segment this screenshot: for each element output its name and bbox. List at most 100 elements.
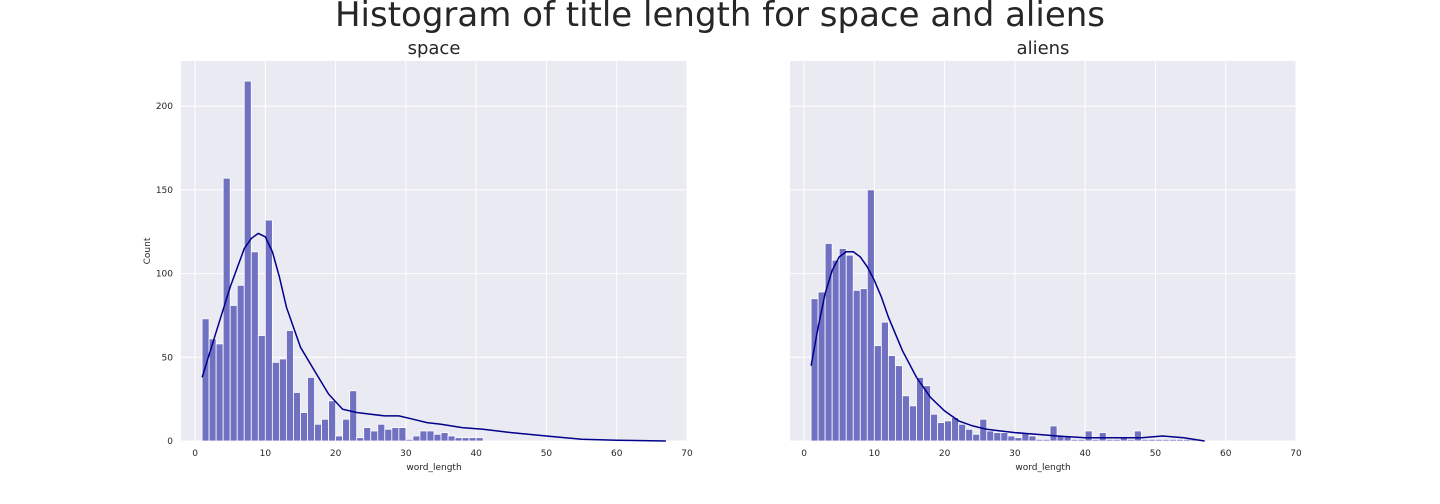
panels: 0 10 20 30 40 50 60 70050100150200Countword_len… <box>143 38 1302 473</box>
histogram-bar <box>433 433 442 442</box>
histogram-bar <box>229 305 238 442</box>
histogram-bar <box>937 422 946 442</box>
histogram-bar <box>1007 435 1016 442</box>
histogram-bar <box>264 219 273 442</box>
histogram-bar <box>993 432 1002 442</box>
histogram-bar <box>1140 438 1149 442</box>
y-tick-label: 200 <box>156 102 173 112</box>
panel-0: 0 10 20 30 40 50 60 70 0 50 100 150 200 Count word_len… <box>143 38 693 473</box>
y-axis-label: Count <box>143 237 153 264</box>
x-tick-label: 0 <box>801 449 807 459</box>
histogram-bar <box>873 345 882 442</box>
histogram-bar <box>1091 438 1100 442</box>
histogram-bar <box>363 427 372 442</box>
histogram-bar <box>951 417 960 442</box>
histogram-bar <box>986 430 995 442</box>
histogram-bar <box>384 428 393 442</box>
histogram-bar <box>902 395 910 442</box>
histogram-bar <box>426 430 435 442</box>
histogram-bar <box>222 177 231 442</box>
x-tick-label: 0 <box>192 449 198 459</box>
histogram-bar <box>370 430 379 442</box>
y-tick-label: 50 <box>162 353 174 363</box>
histogram-bar <box>201 318 210 442</box>
histogram-bar <box>859 288 868 442</box>
histogram-bar <box>1084 430 1093 442</box>
kde-line <box>201 232 666 442</box>
histogram-bar <box>1183 438 1191 442</box>
histogram-bar <box>965 428 974 442</box>
histogram-bar <box>468 437 477 442</box>
histogram-bar <box>831 259 840 442</box>
histogram-bar <box>1077 438 1086 442</box>
x-tick-label: 30 <box>400 449 412 459</box>
histogram-bar <box>391 427 400 442</box>
y-tick-label: 150 <box>156 186 173 196</box>
histogram-bar <box>1155 438 1163 442</box>
histogram-bar <box>271 361 280 442</box>
histogram-bar <box>342 418 351 442</box>
histogram-bar <box>895 365 903 442</box>
histogram-bar <box>208 338 217 442</box>
histogram-bar <box>1070 438 1079 442</box>
histogram-bar <box>930 413 938 442</box>
x-tick-label: 40 <box>470 449 482 459</box>
x-tick-label: 20 <box>939 449 951 459</box>
histogram-bar <box>838 248 847 442</box>
histogram-bar <box>1126 438 1135 442</box>
x-axis-label: word_length <box>406 463 461 473</box>
histogram-bar <box>810 298 819 442</box>
histogram-bar <box>923 385 931 442</box>
histogram-bar <box>307 376 315 442</box>
histogram-bar <box>1169 438 1177 442</box>
histogram-bar <box>1176 438 1184 442</box>
histogram-bar <box>377 423 386 442</box>
histogram-bar <box>1028 435 1037 442</box>
figure-title: Histogram of title length for space and … <box>335 0 1105 35</box>
histogram-bar <box>293 392 301 442</box>
histogram-bar <box>321 418 329 442</box>
histogram-bar <box>215 343 224 442</box>
histogram-bar <box>398 427 407 442</box>
histogram-bar <box>1112 438 1121 442</box>
histogram-bar <box>944 420 953 442</box>
histogram-bar <box>1014 437 1023 442</box>
histogram-bar <box>419 430 428 442</box>
histogram-bar <box>405 438 414 442</box>
histogram-bar <box>349 390 358 442</box>
histogram-bar <box>1035 438 1044 442</box>
histogram-bar <box>880 321 889 442</box>
histogram-bar <box>454 437 463 442</box>
x-tick-label: 40 <box>1079 449 1091 459</box>
histogram-bar <box>979 418 988 442</box>
histogram-bar <box>314 423 322 442</box>
histogram-bar <box>328 400 337 442</box>
histogram-bar <box>958 423 967 442</box>
histogram-bar <box>1098 432 1107 442</box>
histogram-bar <box>278 358 287 442</box>
x-tick-label: 50 <box>1150 449 1162 459</box>
panel-title: aliens <box>1017 38 1070 59</box>
panel-title: space <box>408 38 461 59</box>
x-tick-label: 50 <box>541 449 553 459</box>
histogram-bar <box>286 330 294 442</box>
histogram-bar <box>1049 425 1058 442</box>
histogram-bar <box>972 433 981 442</box>
histogram-bar <box>852 289 861 442</box>
histogram-bar <box>250 251 259 442</box>
histogram-bar <box>243 80 252 442</box>
histogram-bar <box>1162 438 1170 442</box>
kde-line <box>810 251 1205 442</box>
histogram-bar <box>1133 430 1142 442</box>
histogram-bar <box>440 432 449 442</box>
histogram-bar <box>412 435 421 442</box>
panel-1: 0 10 20 30 40 50 60 70 word_length aliens <box>790 38 1302 473</box>
x-tick-label: 10 <box>260 449 272 459</box>
y-tick-label: 100 <box>156 270 173 280</box>
histogram-bar <box>887 355 896 442</box>
histogram-bar <box>817 291 826 442</box>
histogram-bar <box>447 435 456 442</box>
histogram-bar <box>866 189 875 442</box>
x-tick-label: 10 <box>869 449 881 459</box>
histogram-bar <box>1000 432 1009 442</box>
